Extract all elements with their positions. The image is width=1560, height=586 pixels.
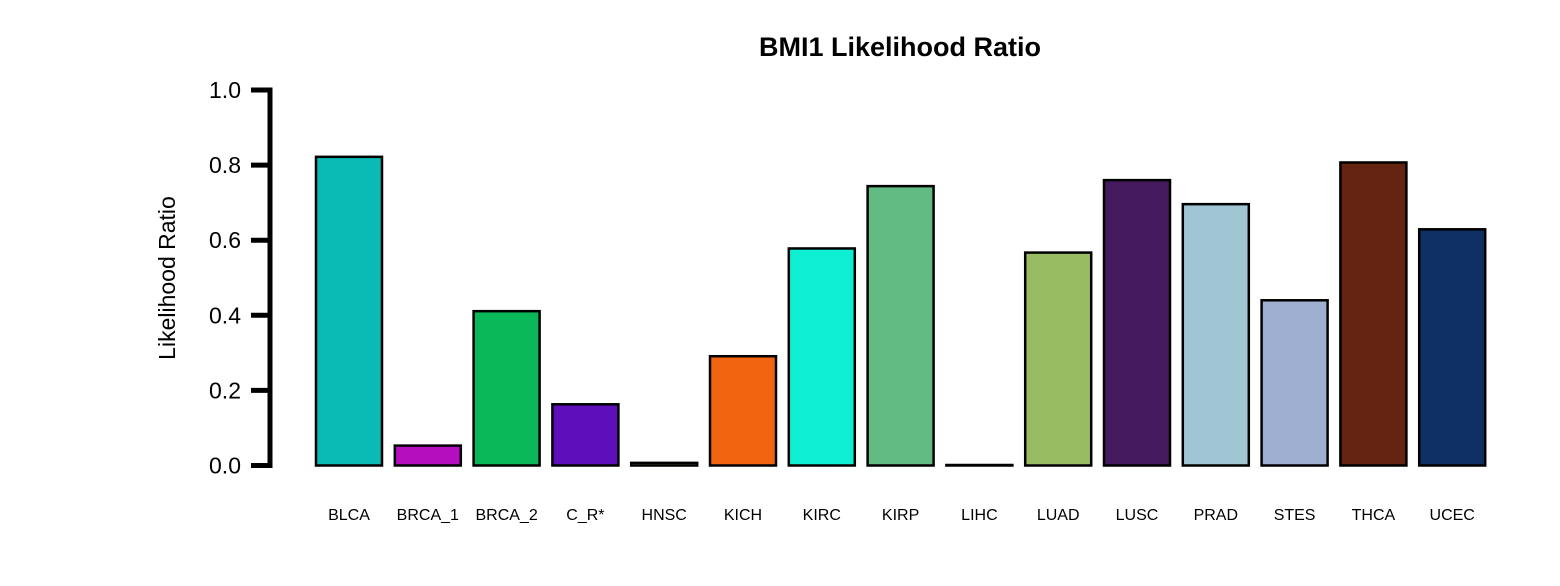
bar-brca-1 [393,444,463,467]
y-tick-label: 0.4 [209,302,241,328]
bar-kirc [787,247,857,467]
bars [314,155,1487,467]
category-label: HNSC [642,507,687,524]
category-label: BRCA_1 [397,507,459,524]
category-labels: BLCA BRCA_1 BRCA_2 C_R* HNSC KICH KIRC KIRP LIHC… [328,507,1475,524]
category-label: KICH [724,507,762,524]
bar-prad [1181,202,1251,467]
bar-thca [1339,161,1408,467]
y-tick-label: 0.8 [209,152,241,178]
category-label: LUAD [1037,507,1080,524]
bar-kich [708,354,778,467]
bar-ucec [1417,228,1487,467]
category-label: STES [1274,507,1316,524]
bar-kirp [866,184,935,467]
category-label: KIRP [882,507,919,524]
category-label: BRCA_2 [475,507,537,524]
bar-blca [314,155,384,467]
category-label: BLCA [328,507,370,524]
y-tick-label: 0.2 [209,377,241,403]
y-tick-label: 1.0 [209,77,241,103]
y-axis-label: Likelihood Ratio [154,196,180,360]
category-label: KIRC [803,507,841,524]
category-label: THCA [1352,507,1396,524]
bar-hnsc [629,461,699,467]
category-label: LUSC [1116,507,1159,524]
category-label: UCEC [1430,507,1475,524]
chart-title: BMI1 Likelihood Ratio [759,32,1041,62]
bar-c-r [551,403,620,467]
bar-lihc [945,463,1014,467]
category-label: LIHC [961,507,997,524]
category-label: PRAD [1194,507,1238,524]
bar-brca-2 [472,309,541,467]
bar-stes [1260,299,1329,467]
y-tick-label: 0.0 [209,453,241,479]
y-axis: 0.0 0.2 0.4 0.6 0.8 1.0 [209,77,273,479]
bar-lusc [1102,178,1172,467]
bar-luad [1023,251,1093,467]
y-tick-label: 0.6 [209,227,241,253]
category-label: C_R* [566,507,604,524]
